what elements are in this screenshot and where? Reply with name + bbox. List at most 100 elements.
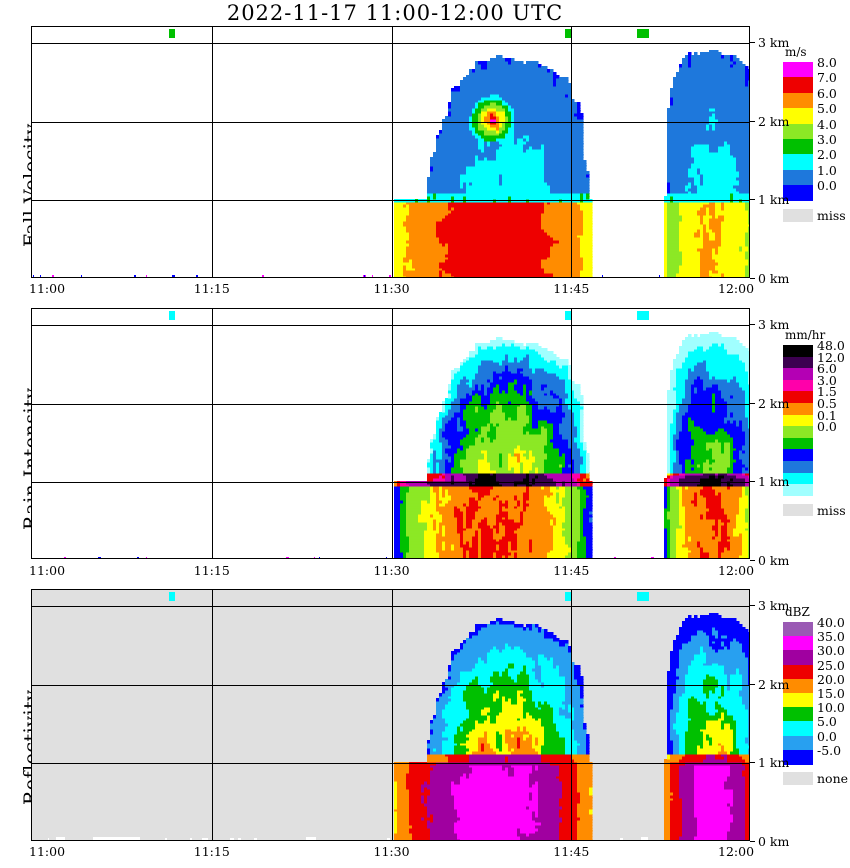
gridline-horizontal [32,200,749,202]
colorbar-tick-label: 7.0 [817,70,837,86]
x-axis-label: 11:00 [29,844,66,859]
colorbar-tick-label: -5.0 [817,742,842,758]
colorbar-tick-label: 0.5 [817,396,837,411]
gridline-vertical [571,27,573,277]
gridline-horizontal [32,605,749,607]
colorbar-swatch [783,414,813,427]
colorbar-tick-label: 0.1 [817,407,837,423]
x-axis-label: 11:45 [553,563,590,578]
gridline-vertical [211,590,213,840]
colorbar-tick-label: 10.0 [817,700,845,716]
radar-field-fall-velocity [32,27,749,277]
colorbar-swatch [783,345,813,358]
x-axis-label: 11:30 [373,281,410,296]
colorbar-missing-label: miss [817,207,846,223]
colorbar-tick-label: 3.0 [817,132,837,147]
colorbar-swatch [783,437,813,450]
x-axis-label: 11:15 [193,844,230,859]
colorbar-tick-label: 1.0 [817,162,837,178]
colorbar-swatch [783,484,813,497]
x-axis-label: 11:00 [29,563,66,578]
colorbar-missing-swatch [783,772,813,785]
colorbar-swatch [783,77,813,94]
gridline-horizontal [32,121,749,123]
plot-area-fall-velocity[interactable] [31,26,750,278]
x-axis-label: 12:00 [718,563,755,578]
colorbar-swatch [783,707,813,722]
colorbar-swatch [783,449,813,462]
colorbar-swatch [783,636,813,651]
colorbar-tick-label: 6.0 [817,361,837,377]
y-axis-label: 0 km [758,553,790,568]
y-axis-label: 2 km [758,395,790,411]
colorbar-tick-label: 35.0 [817,629,845,645]
y-tick-mark [750,762,755,764]
colorbar-unit-label: m/s [785,45,807,59]
x-axis-label: 11:30 [373,563,410,578]
plot-area-rain-intensity[interactable] [31,308,750,559]
colorbar-tick-label: 0.0 [817,419,837,435]
colorbar-tick-label: 2.0 [817,147,837,163]
colorbar-swatch [783,472,813,485]
plot-area-reflectivity[interactable] [31,589,750,841]
y-tick-mark [750,841,755,842]
colorbar-unit-label: dBZ [785,605,810,619]
colorbar-tick-label: 30.0 [817,643,845,659]
x-axis-label: 12:00 [718,281,755,296]
gridline-vertical [391,27,393,277]
y-axis-label: 3 km [758,34,790,50]
y-axis-label: 1 km [758,474,790,490]
colorbar-swatch [783,154,813,171]
y-axis-label: 3 km [758,597,790,613]
gridline-vertical [391,590,393,840]
colorbar-tick-label: 3.0 [817,372,837,388]
y-axis-label: 2 km [758,676,790,692]
y-axis-label: 3 km [758,316,790,332]
gridline-horizontal [32,403,749,405]
colorbar-swatch [783,123,813,140]
x-axis-label: 11:45 [553,281,590,296]
colorbar-unit-label: mm/hr [785,328,826,342]
gridline-horizontal [32,763,749,765]
colorbar-missing-swatch [783,208,813,222]
colorbar-tick-label: 5.0 [817,101,837,117]
y-axis-label: 0 km [758,834,790,849]
colorbar-missing-label: none [817,771,849,786]
colorbar-swatch [783,403,813,416]
radar-field-reflectivity [32,590,749,840]
colorbar-tick-label: 12.0 [817,349,845,365]
colorbar-swatch [783,426,813,439]
gridline-horizontal [32,42,749,44]
y-tick-mark [750,683,755,685]
x-axis-label: 11:15 [193,281,230,296]
colorbar-swatch [783,461,813,474]
colorbar-tick-label: 1.5 [817,384,837,400]
colorbar-swatch [783,391,813,404]
colorbar-swatch [783,693,813,708]
gridline-horizontal [32,684,749,686]
colorbar-tick-label: 40.0 [817,615,845,630]
colorbar-tick-label: 48.0 [817,338,845,353]
y-axis-label: 2 km [758,113,790,129]
gridline-vertical [571,590,573,840]
colorbar-tick-label: 0.0 [817,178,837,194]
colorbar-tick-label: 0.0 [817,728,837,744]
colorbar-swatch [783,664,813,680]
gridline-vertical [211,27,213,277]
y-tick-mark [750,120,755,122]
y-tick-mark [750,402,755,404]
colorbar-swatch [783,678,813,694]
y-tick-mark [750,199,755,201]
colorbar-swatch [783,356,813,369]
y-axis-label: 1 km [758,755,790,771]
colorbar-swatch [783,749,813,765]
colorbar-tick-label: 5.0 [817,714,837,730]
y-tick-mark [750,560,755,561]
colorbar-tick-label: 20.0 [817,671,845,687]
colorbar-swatch [783,650,813,666]
radar-field-rain-intensity [32,309,749,558]
colorbar-tick-label: 4.0 [817,116,837,132]
gridline-horizontal [32,482,749,484]
colorbar-swatch [783,139,813,155]
colorbar-swatch [783,62,813,78]
